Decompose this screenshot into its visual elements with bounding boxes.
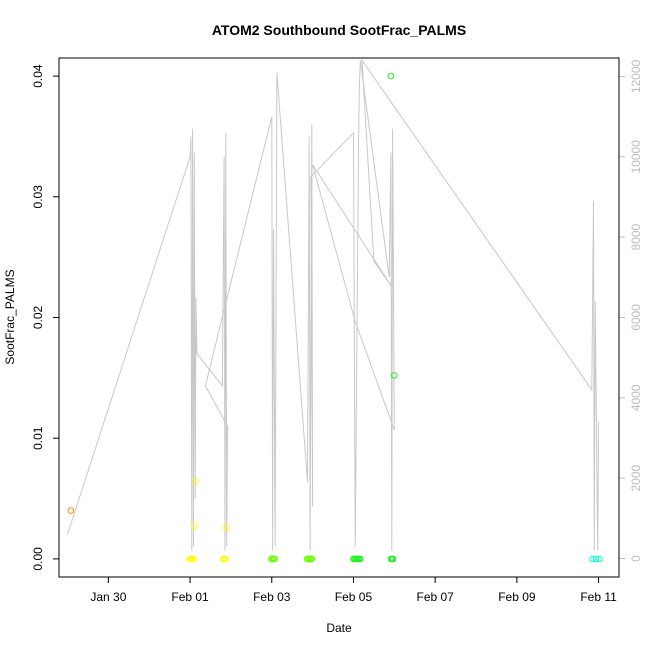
x-tick-label: Feb 05: [335, 590, 373, 604]
y-axis-left: 0.00 0.01 0.02 0.03 0.04: [31, 64, 59, 571]
y2-tick-label: 4000: [629, 384, 643, 411]
data-point: [391, 372, 398, 379]
y-tick-label: 0.00: [31, 547, 45, 571]
altitude-line: [67, 58, 600, 551]
y2-tick-label: 6000: [629, 304, 643, 331]
x-axis-label: Date: [326, 621, 352, 635]
y-tick-label: 0.01: [31, 426, 45, 450]
y-tick-label: 0.03: [31, 185, 45, 209]
x-tick-label: Jan 30: [90, 590, 126, 604]
data-points-layer: [67, 72, 603, 563]
y2-tick-label: 0: [629, 555, 643, 562]
data-point: [592, 555, 600, 563]
y2-tick-label: 12000: [629, 59, 643, 93]
y-tick-label: 0.02: [31, 305, 45, 329]
y-tick-label: 0.04: [31, 64, 45, 88]
data-point: [387, 72, 395, 80]
plot-frame: [58, 57, 620, 578]
y2-tick-label: 10000: [629, 140, 643, 174]
y-axis-label: SootFrac_PALMS: [3, 269, 17, 364]
x-tick-label: Feb 09: [498, 590, 536, 604]
data-point: [589, 555, 596, 563]
y2-tick-label: 2000: [629, 465, 643, 492]
data-point: [596, 555, 603, 563]
data-point: [192, 478, 199, 485]
data-point: [191, 523, 198, 530]
x-tick-label: Feb 11: [580, 590, 617, 604]
altitude-line-layer: [67, 58, 600, 551]
data-point: [271, 555, 278, 563]
data-point: [223, 524, 230, 531]
data-point: [389, 555, 397, 563]
x-tick-label: Feb 07: [416, 590, 454, 604]
x-tick-label: Feb 03: [253, 590, 291, 604]
data-point: [67, 507, 75, 514]
x-tick-label: Feb 01: [171, 590, 209, 604]
chart-title: ATOM2 Southbound SootFrac_PALMS: [212, 22, 466, 38]
data-point: [190, 555, 197, 563]
y2-tick-label: 8000: [629, 223, 643, 250]
data-point: [357, 555, 364, 563]
data-point: [222, 555, 229, 563]
data-point: [308, 555, 316, 563]
